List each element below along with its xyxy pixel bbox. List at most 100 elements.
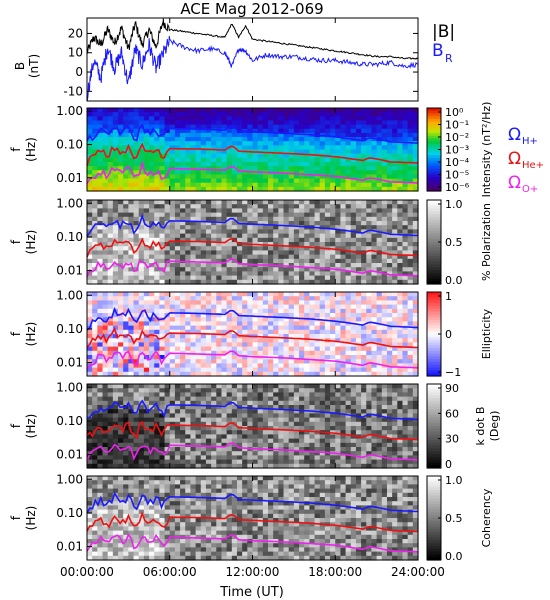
spectrogram-cell	[319, 108, 326, 113]
spectrogram-cell	[154, 367, 160, 373]
spectrogram-cell	[273, 182, 279, 188]
spectrogram-cell	[392, 116, 398, 122]
spectrogram-cell	[324, 208, 331, 214]
spectrogram-cell	[350, 246, 357, 251]
spectrogram-cell	[319, 267, 326, 272]
spectrogram-cell	[123, 409, 129, 414]
spectrogram-cell	[299, 388, 305, 393]
spectrogram-cell	[304, 363, 310, 369]
spectrogram-cell	[169, 367, 176, 373]
spectrogram-cell	[402, 263, 409, 268]
spectrogram-cell	[143, 321, 150, 327]
spectrogram-cell	[92, 246, 98, 251]
spectrogram-cell	[118, 463, 124, 469]
spectrogram-cell	[102, 112, 109, 117]
spectrogram-cell	[262, 204, 269, 209]
spectrogram-cell	[283, 409, 290, 414]
spectrogram-cell	[350, 350, 357, 356]
spectrogram-cell	[107, 250, 114, 256]
spectrogram-cell	[112, 279, 119, 285]
spectrogram-cell	[371, 233, 378, 239]
spectrogram-cell	[154, 300, 160, 306]
spectrogram-cell	[190, 313, 197, 318]
colorbar-cell	[427, 135, 441, 140]
spectrogram-cell	[128, 233, 135, 239]
spectrogram-cell	[180, 405, 186, 410]
spectrogram-cell	[112, 338, 119, 343]
spectrogram-cell	[174, 153, 181, 159]
spectrogram-cell	[309, 246, 316, 251]
spectrogram-cell	[412, 246, 419, 251]
spectrogram-cell	[174, 186, 181, 192]
spectrogram-cell	[164, 174, 171, 180]
spectrogram-cell	[138, 300, 145, 306]
spectrogram-cell	[361, 124, 367, 130]
spectrogram-cell	[262, 233, 269, 239]
spectrogram-cell	[242, 157, 248, 163]
spectrogram-cell	[236, 430, 243, 435]
spectrogram-cell	[330, 221, 336, 226]
spectrogram-cell	[366, 157, 373, 163]
spectrogram-cell	[324, 225, 331, 230]
spectrogram-cell	[149, 451, 155, 456]
spectrogram-cell	[376, 292, 383, 297]
spectrogram-cell	[195, 149, 202, 155]
y-axis-unit: (Hz)	[24, 322, 38, 347]
spectrogram-cell	[242, 325, 248, 331]
spectrogram-cell	[180, 141, 186, 146]
spectrogram-cell	[236, 108, 243, 113]
spectrogram-cell	[190, 451, 197, 456]
spectrogram-cell	[205, 300, 212, 306]
y-tick-label: 1.00	[56, 104, 83, 118]
spectrogram-cell	[138, 426, 145, 431]
spectrogram-cell	[231, 384, 238, 389]
spectrogram-cell	[252, 296, 259, 301]
spectrogram-cell	[355, 367, 362, 373]
spectrogram-cell	[112, 405, 119, 410]
spectrogram-cell	[319, 396, 326, 402]
spectrogram-cell	[288, 225, 295, 230]
spectrogram-cell	[309, 153, 316, 159]
spectrogram-cell	[262, 321, 269, 327]
spectrogram-cell	[200, 342, 207, 348]
spectrogram-cell	[257, 275, 264, 281]
colorbar-cell	[427, 143, 441, 148]
spectrogram-cell	[154, 430, 160, 435]
spectrogram-cell	[236, 463, 243, 469]
spectrogram-cell	[242, 388, 248, 393]
spectrogram-cell	[278, 371, 285, 377]
spectrogram-cell	[371, 300, 378, 306]
spectrogram-cell	[164, 246, 171, 251]
spectrogram-cell	[107, 225, 114, 230]
spectrogram-cell	[236, 182, 243, 188]
spectrogram-cell	[293, 308, 300, 314]
spectrogram-cell	[268, 204, 274, 209]
spectrogram-cell	[149, 409, 155, 414]
spectrogram-cell	[257, 342, 264, 348]
spectrogram-cell	[268, 225, 274, 230]
spectrogram-cell	[164, 388, 171, 393]
spectrogram-cell	[340, 212, 347, 218]
spectrogram-cell	[195, 434, 202, 440]
spectrogram-cell	[262, 124, 269, 130]
spectrogram-cell	[216, 292, 223, 297]
spectrogram-cell	[273, 137, 279, 142]
spectrogram-cell	[190, 263, 197, 268]
spectrogram-cell	[340, 137, 347, 142]
spectrogram-cell	[247, 300, 254, 306]
spectrogram-cell	[412, 221, 419, 226]
spectrogram-cell	[102, 141, 109, 146]
spectrogram-cell	[412, 355, 419, 360]
spectrogram-cell	[102, 317, 109, 322]
spectrogram-cell	[340, 355, 347, 360]
spectrogram-cell	[386, 132, 393, 138]
spectrogram-cell	[236, 371, 243, 377]
spectrogram-cell	[252, 157, 259, 163]
spectrogram-cell	[216, 405, 223, 410]
spectrogram-cell	[216, 367, 223, 373]
spectrogram-cell	[149, 434, 155, 440]
spectrogram-cell	[164, 267, 171, 272]
spectrogram-cell	[149, 350, 155, 356]
spectrogram-cell	[200, 141, 207, 146]
spectrogram-cell	[128, 161, 135, 167]
